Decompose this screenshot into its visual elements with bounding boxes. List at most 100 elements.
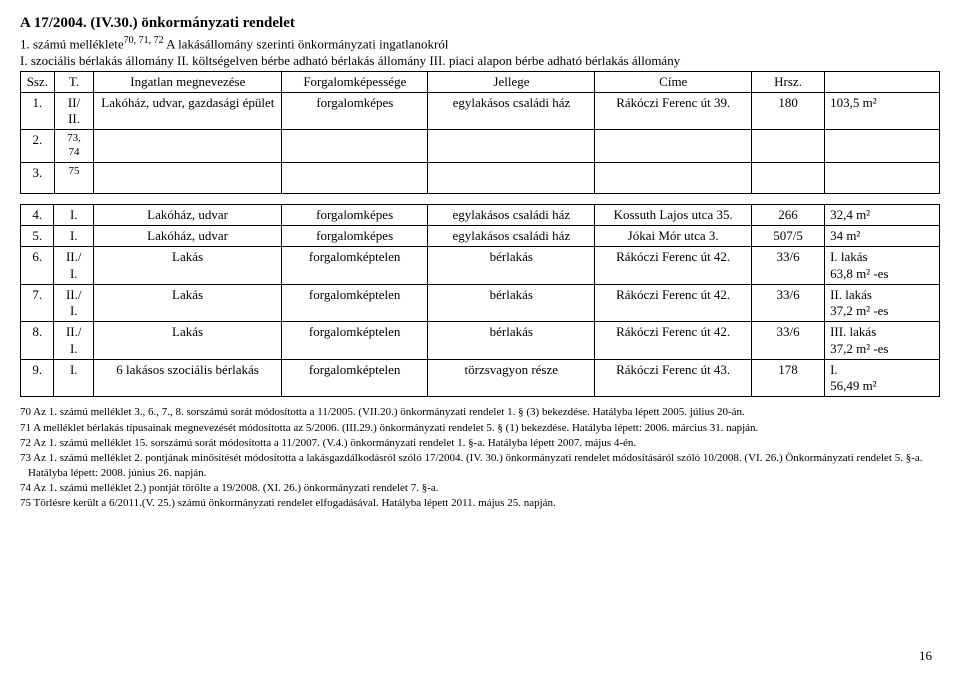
cell: III. lakás 37,2 m² -es: [825, 322, 940, 360]
cell: [282, 162, 428, 193]
cell: 4.: [21, 204, 54, 225]
table-row: 1. II/ II. Lakóház, udvar, gazdasági épü…: [21, 92, 940, 130]
cell: 7.: [21, 284, 54, 322]
footnote: 71 A melléklet bérlakás típusainak megne…: [20, 421, 940, 435]
cell: Rákóczi Ferenc út 39.: [595, 92, 752, 130]
cell: forgalomképtelen: [282, 284, 428, 322]
cell: 33/6: [751, 247, 824, 285]
cell: [595, 130, 752, 163]
table-row: 5. I. Lakóház, udvar forgalomképes egyla…: [21, 226, 940, 247]
cell: forgalomképes: [282, 226, 428, 247]
cell: Lakóház, udvar: [94, 204, 282, 225]
cell: Rákóczi Ferenc út 42.: [595, 284, 752, 322]
table-2: 4. I. Lakóház, udvar forgalomképes egyla…: [20, 204, 940, 398]
cell: Lakás: [94, 322, 282, 360]
cell: 9.: [21, 359, 54, 397]
cell: Lakóház, udvar: [94, 226, 282, 247]
cell: I.: [54, 204, 94, 225]
cell: 6.: [21, 247, 54, 285]
cell: [752, 162, 825, 193]
footnote: 73 Az 1. számú melléklet 2. pontjának mi…: [20, 451, 940, 480]
cell: I. lakás 63,8 m² -es: [825, 247, 940, 285]
cell: 6 lakásos szociális bérlakás: [94, 359, 282, 397]
cell: egylakásos családi ház: [428, 92, 595, 130]
cell: 266: [751, 204, 824, 225]
cell: II./ I.: [54, 284, 94, 322]
cell: 2.: [21, 130, 55, 163]
table-row: 8. II./ I. Lakás forgalomképtelen bérlak…: [21, 322, 940, 360]
cell: [428, 130, 595, 163]
cell: Lakás: [94, 284, 282, 322]
table-row: 3. 75: [21, 162, 940, 193]
cell: bérlakás: [428, 247, 595, 285]
col-ext: [825, 71, 940, 92]
cell: 32,4 m²: [825, 204, 940, 225]
table-row: 7. II./ I. Lakás forgalomképtelen bérlak…: [21, 284, 940, 322]
cell: [595, 162, 752, 193]
cell: [94, 162, 282, 193]
document-page: A 17/2004. (IV.30.) önkormányzati rendel…: [0, 0, 960, 674]
cell: 103,5 m²: [825, 92, 940, 130]
cell: 33/6: [751, 284, 824, 322]
cell: forgalomképtelen: [282, 247, 428, 285]
cell: I.: [54, 359, 94, 397]
cell: Kossuth Lajos utca 35.: [595, 204, 752, 225]
cell: 34 m²: [825, 226, 940, 247]
footnote: 72 Az 1. számú melléklet 15. sorszámú so…: [20, 436, 940, 450]
footnote: 70 Az 1. számú melléklet 3., 6., 7., 8. …: [20, 405, 940, 419]
cell: [825, 130, 940, 163]
footnote: 74 Az 1. számú melléklet 2.) pontját tör…: [20, 481, 940, 495]
col-t: T.: [54, 71, 94, 92]
cell: [428, 162, 595, 193]
cell: Rákóczi Ferenc út 43.: [595, 359, 752, 397]
cell: 507/5: [751, 226, 824, 247]
col-cim: Címe: [595, 71, 752, 92]
cell: 3.: [21, 162, 55, 193]
cell: Rákóczi Ferenc út 42.: [595, 322, 752, 360]
footnote: 75 Törlésre került a 6/2011.(V. 25.) szá…: [20, 496, 940, 510]
col-jel: Jellege: [428, 71, 595, 92]
cell: forgalomképtelen: [282, 322, 428, 360]
cell: Lakás: [94, 247, 282, 285]
table-row: 4. I. Lakóház, udvar forgalomképes egyla…: [21, 204, 940, 225]
col-forg: Forgalomképessége: [282, 71, 428, 92]
cell: II./ I.: [54, 322, 94, 360]
subtitle-2: I. szociális bérlakás állomány II. költs…: [20, 53, 940, 69]
cell: 1.: [21, 92, 55, 130]
cell: forgalomképes: [282, 204, 428, 225]
cell: bérlakás: [428, 284, 595, 322]
cell: forgalomképtelen: [282, 359, 428, 397]
cell: I.: [54, 226, 94, 247]
cell: Rákóczi Ferenc út 42.: [595, 247, 752, 285]
cell: [752, 130, 825, 163]
cell: 73, 74: [54, 130, 94, 163]
cell: II. lakás 37,2 m² -es: [825, 284, 940, 322]
cell: 5.: [21, 226, 54, 247]
col-hrsz: Hrsz.: [752, 71, 825, 92]
table-row: 6. II./ I. Lakás forgalomképtelen bérlak…: [21, 247, 940, 285]
cell: 33/6: [751, 322, 824, 360]
cell: Lakóház, udvar, gazdasági épület: [94, 92, 282, 130]
col-ssz: Ssz.: [21, 71, 55, 92]
footnotes: 70 Az 1. számú melléklet 3., 6., 7., 8. …: [20, 405, 940, 510]
cell: egylakásos családi ház: [428, 204, 595, 225]
cell: [94, 130, 282, 163]
sub1-sup: 70, 71, 72: [124, 35, 164, 46]
cell: Jókai Mór utca 3.: [595, 226, 752, 247]
col-ing: Ingatlan megnevezése: [94, 71, 282, 92]
cell: 8.: [21, 322, 54, 360]
table-row: 2. 73, 74: [21, 130, 940, 163]
cell: egylakásos családi ház: [428, 226, 595, 247]
cell: II/ II.: [54, 92, 94, 130]
header-row: Ssz. T. Ingatlan megnevezése Forgalomkép…: [21, 71, 940, 92]
subtitle-1: 1. számú melléklete70, 71, 72 A lakásáll…: [20, 35, 940, 53]
sub1-post: A lakásállomány szerinti önkormányzati i…: [164, 36, 449, 51]
cell: 75: [54, 162, 94, 193]
title: A 17/2004. (IV.30.) önkormányzati rendel…: [20, 14, 940, 33]
cell: II./ I.: [54, 247, 94, 285]
table-row: 9. I. 6 lakásos szociális bérlakás forga…: [21, 359, 940, 397]
cell: törzsvagyon része: [428, 359, 595, 397]
cell: forgalomképes: [282, 92, 428, 130]
cell: I. 56,49 m²: [825, 359, 940, 397]
cell: bérlakás: [428, 322, 595, 360]
